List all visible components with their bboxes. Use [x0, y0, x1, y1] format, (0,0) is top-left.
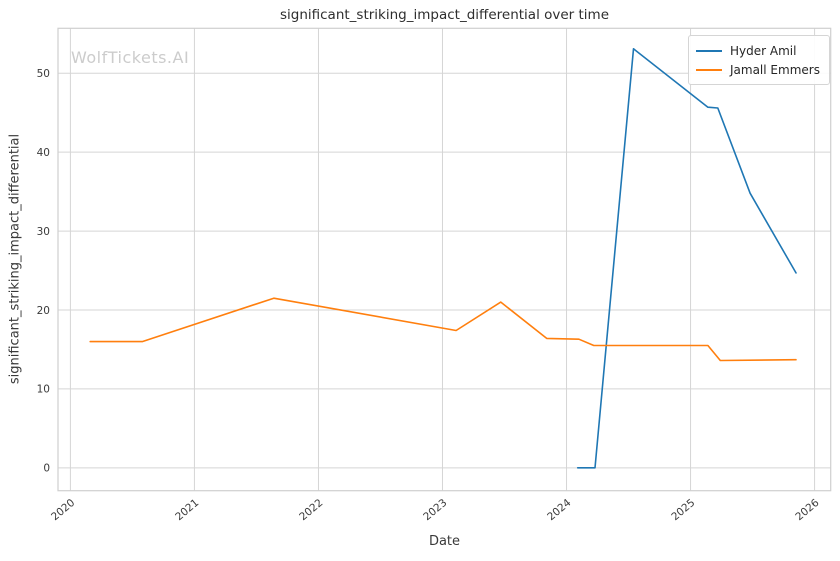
x-tick-label: 2022	[297, 497, 325, 523]
legend: Hyder Amil Jamall Emmers	[688, 35, 830, 85]
legend-entry-jamall-emmers: Jamall Emmers	[696, 60, 820, 79]
chart-title: significant_striking_impact_differential…	[279, 7, 610, 23]
watermark: WolfTickets.AI	[71, 48, 190, 67]
legend-line-swatch	[696, 68, 722, 71]
y-tick-label: 10	[37, 384, 50, 396]
y-tick-label: 20	[37, 305, 50, 317]
legend-entry-hyder-amil: Hyder Amil	[696, 41, 820, 60]
y-tick-label: 30	[37, 226, 50, 238]
x-tick-label: 2023	[421, 497, 449, 523]
legend-label: Jamall Emmers	[730, 62, 820, 77]
x-tick-label: 2025	[669, 497, 697, 523]
x-tick-label: 2021	[173, 497, 201, 523]
series-line-hyder-amil	[576, 47, 797, 469]
y-axis-label: significant_striking_impact_differential	[7, 133, 23, 385]
series-line-jamall-emmers	[89, 297, 797, 362]
x-axis-label: Date	[428, 534, 461, 549]
y-tick-label: 50	[37, 68, 50, 80]
y-tick-label: 40	[37, 147, 50, 159]
x-tick-label: 2020	[49, 497, 77, 523]
legend-label: Hyder Amil	[730, 43, 797, 58]
y-tick-label: 0	[43, 463, 50, 475]
x-tick-label: 2026	[793, 497, 821, 524]
plot-frame	[57, 27, 832, 492]
legend-line-swatch	[696, 49, 722, 52]
x-tick-label: 2024	[545, 497, 573, 524]
